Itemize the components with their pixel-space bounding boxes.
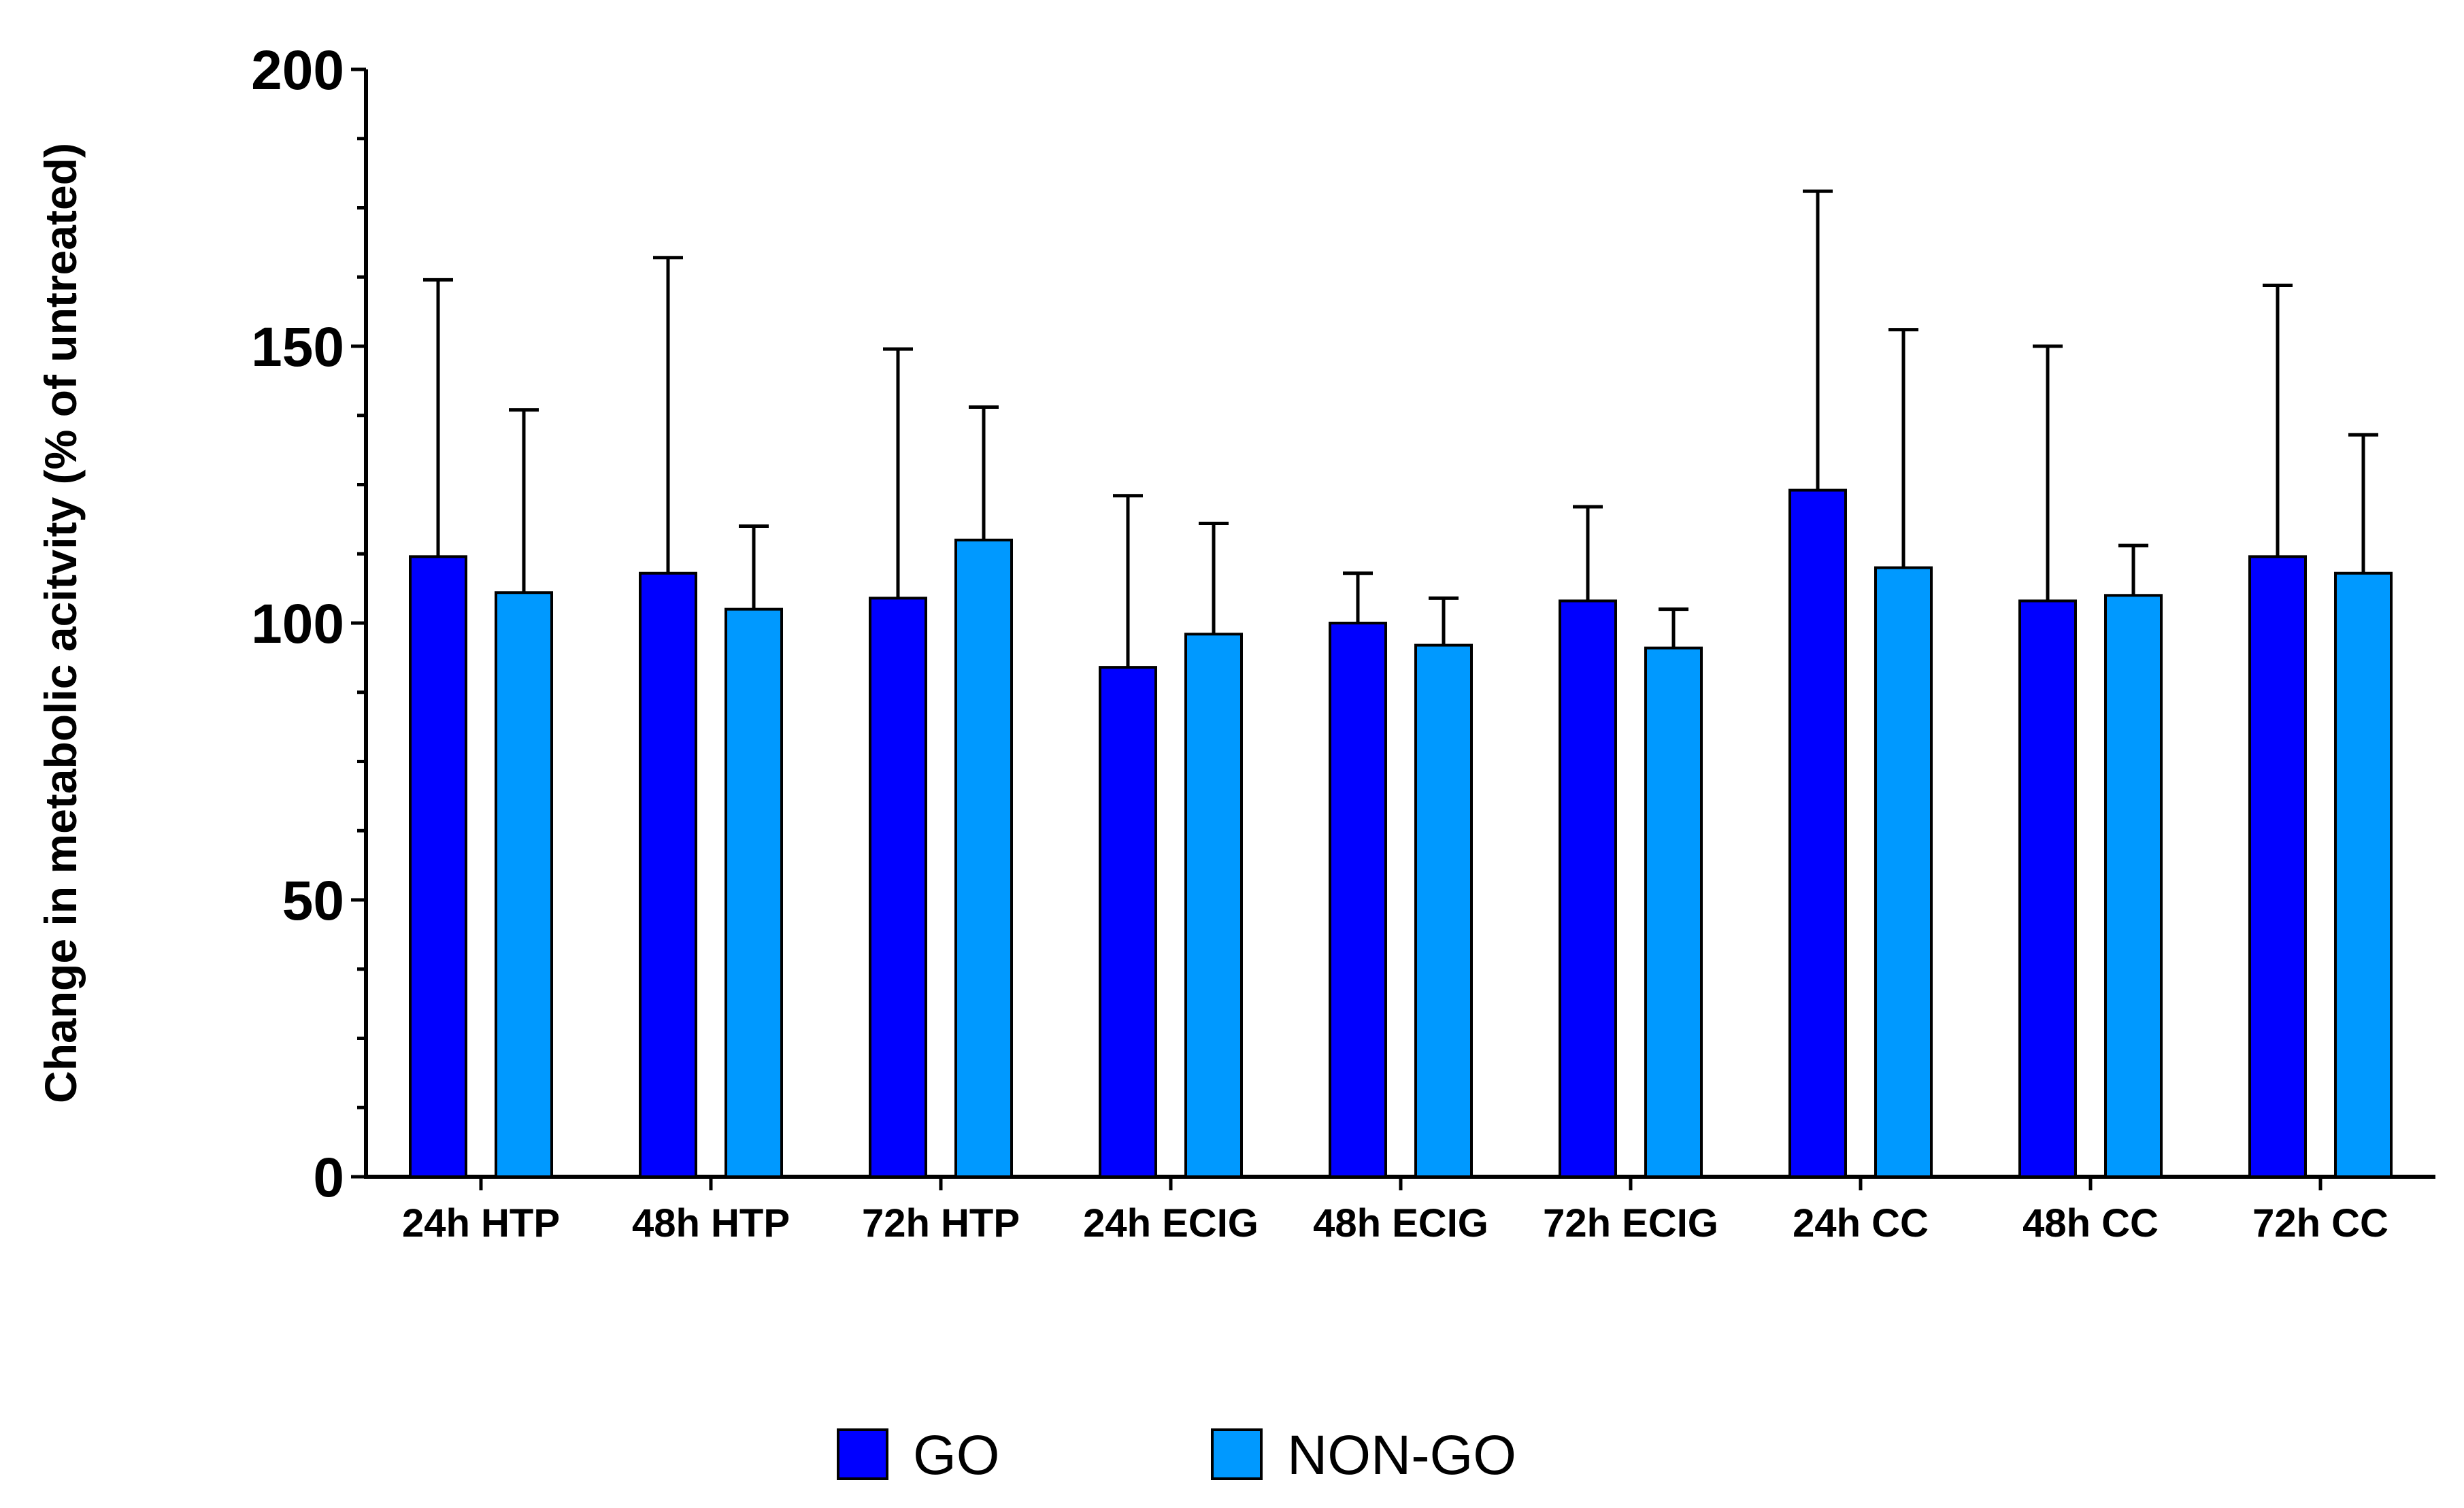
legend-swatch-go <box>837 1428 888 1480</box>
bar-non-go-24h-cc <box>1874 566 1933 1178</box>
bar-go-72h-ecig <box>1559 599 1617 1178</box>
bar-non-go-24h-ecig <box>1184 633 1243 1178</box>
bar-go-24h-cc <box>1788 488 1847 1178</box>
bar-non-go-72h-htp <box>954 538 1013 1178</box>
legend-swatch-non-go <box>1211 1428 1263 1480</box>
bars-group <box>409 488 2393 1178</box>
bar-non-go-48h-ecig <box>1414 643 1473 1178</box>
y-axis-label: Change in metabolic acitvity (% of untre… <box>35 143 86 1103</box>
bar-go-48h-cc <box>2018 599 2077 1178</box>
bar-non-go-24h-htp <box>495 591 553 1178</box>
x-tick-label: 48h HTP <box>632 1201 790 1245</box>
y-axis: 0 50 100 150 200 <box>251 39 368 1209</box>
legend-label-go: GO <box>913 1424 1000 1486</box>
x-tick-label: 72h HTP <box>862 1201 1020 1245</box>
y-tick-label: 0 <box>313 1147 344 1209</box>
x-tick-label: 24h CC <box>1793 1201 1929 1245</box>
bar-non-go-72h-cc <box>2334 571 2393 1178</box>
y-tick-label: 50 <box>282 870 344 932</box>
x-axis: 24h HTP 48h HTP 72h HTP 24h ECIG 48h ECIG 72h… <box>364 1175 2435 1245</box>
bar-non-go-48h-htp <box>725 607 783 1178</box>
bar-go-24h-htp <box>409 555 467 1178</box>
error-bars-group <box>423 189 2378 668</box>
bar-go-72h-htp <box>869 597 927 1178</box>
bar-non-go-72h-ecig <box>1644 646 1703 1178</box>
x-tick-label: 48h ECIG <box>1313 1201 1488 1245</box>
x-tick-label: 24h ECIG <box>1083 1201 1259 1245</box>
x-tick-label: 48h CC <box>2022 1201 2159 1245</box>
legend: GO NON-GO <box>837 1424 1516 1486</box>
bar-go-72h-cc <box>2248 555 2307 1178</box>
bar-go-48h-ecig <box>1329 622 1387 1178</box>
y-tick-label: 100 <box>251 593 344 655</box>
y-tick-label: 200 <box>251 39 344 101</box>
x-tick-label: 72h ECIG <box>1543 1201 1718 1245</box>
x-tick-label: 24h HTP <box>402 1201 560 1245</box>
y-tick-label: 150 <box>251 316 344 378</box>
bar-go-24h-ecig <box>1099 666 1157 1178</box>
x-tick-label: 72h CC <box>2252 1201 2388 1245</box>
bar-go-48h-htp <box>639 571 697 1178</box>
legend-label-non-go: NON-GO <box>1287 1424 1516 1486</box>
bar-non-go-48h-cc <box>2104 594 2163 1178</box>
